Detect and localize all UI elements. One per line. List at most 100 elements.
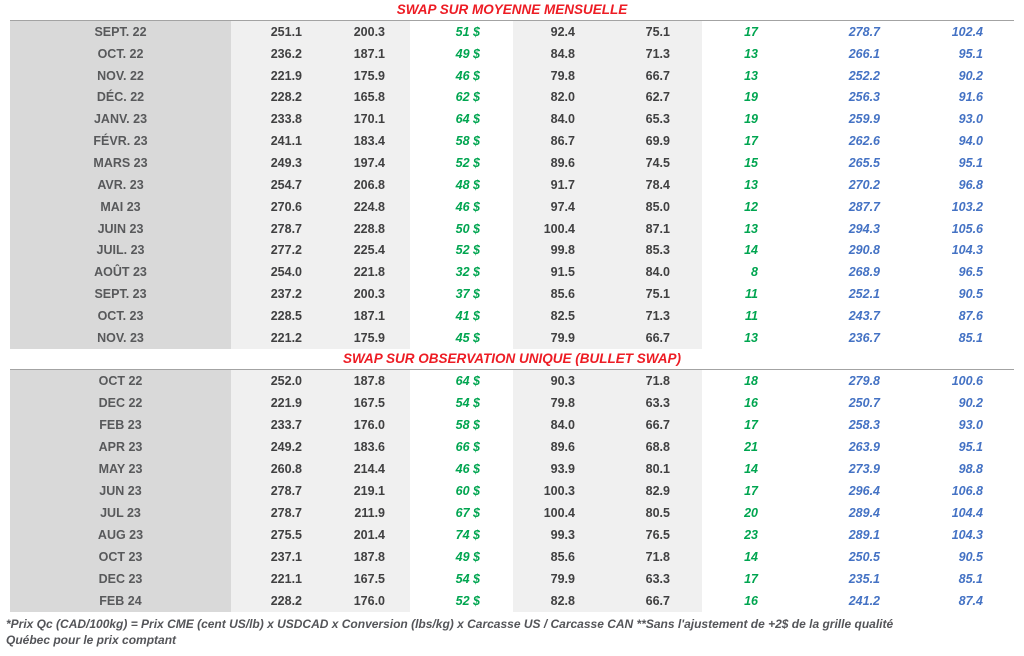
value-col-5: 84.0	[585, 261, 702, 284]
value-col-2: 214.4	[312, 457, 410, 480]
swap-count-value: 17	[744, 571, 758, 586]
price-col-7: 296.4	[848, 483, 880, 498]
swap-count-value: 20	[744, 505, 758, 520]
value-col-4: 91.5	[513, 261, 585, 284]
value-col-4: 99.3	[513, 523, 585, 546]
value-col-4: 99.8	[513, 239, 585, 262]
price-col-7: 289.4	[848, 505, 880, 520]
month-label: NOV. 22	[10, 64, 231, 87]
price-col-8: 102.4	[951, 24, 983, 39]
value-col-1: 237.1	[231, 545, 312, 568]
value-col-4: 84.0	[513, 108, 585, 131]
swap-dollar-value: 64 $	[455, 373, 480, 388]
price-col-8: 106.8	[951, 483, 983, 498]
month-label: MAI 23	[10, 195, 231, 218]
table-row: AOÛT 23 254.0 221.8 32 $ 91.5 84.0 8 268.9 96.5	[10, 261, 1014, 284]
value-col-4: 90.3	[513, 369, 585, 392]
swap-dollar-value: 46 $	[455, 461, 480, 476]
value-col-1: 251.1	[231, 21, 312, 43]
month-label: JUL 23	[10, 501, 231, 524]
value-col-4: 100.4	[513, 501, 585, 524]
swap-count-value: 14	[744, 243, 758, 258]
value-col-1: 275.5	[231, 523, 312, 546]
price-col-7: 262.6	[848, 134, 880, 149]
swap-dollar-value: 51 $	[455, 24, 480, 39]
swap-dollar-value: 37 $	[455, 287, 480, 302]
month-label: FEB 24	[10, 589, 231, 612]
swap-dollar-value: 62 $	[455, 90, 480, 105]
month-label: FÉVR. 23	[10, 130, 231, 153]
value-col-2: 224.8	[312, 195, 410, 218]
table-row: MAY 23 260.8 214.4 46 $ 93.9 80.1 14 273.9 98.8	[10, 457, 1014, 480]
month-label: OCT 22	[10, 369, 231, 392]
table-row: FEB 24 228.2 176.0 52 $ 82.8 66.7 16 241.2 87.4	[10, 589, 1014, 612]
value-col-4: 82.5	[513, 304, 585, 327]
value-col-1: 221.1	[231, 567, 312, 590]
price-col-7: 294.3	[848, 221, 880, 236]
value-col-1: 252.0	[231, 369, 312, 392]
price-col-7: 289.1	[848, 527, 880, 542]
value-col-5: 68.8	[585, 435, 702, 458]
swap-dollar-value: 64 $	[455, 112, 480, 127]
price-col-8: 98.8	[958, 461, 983, 476]
footnote: *Prix Qc (CAD/100kg) = Prix CME (cent US…	[6, 616, 1014, 648]
swap-dollar-value: 58 $	[455, 417, 480, 432]
value-col-2: 183.6	[312, 435, 410, 458]
value-col-5: 80.1	[585, 457, 702, 480]
price-col-8: 85.1	[958, 571, 983, 586]
value-col-4: 79.8	[513, 64, 585, 87]
swap-count-value: 8	[751, 265, 758, 280]
price-col-7: 252.1	[848, 287, 880, 302]
price-col-8: 96.5	[958, 265, 983, 280]
price-col-7: 250.7	[848, 395, 880, 410]
swap-count-value: 17	[744, 417, 758, 432]
month-label: AVR. 23	[10, 173, 231, 196]
price-col-7: 268.9	[848, 265, 880, 280]
swap-count-value: 13	[744, 330, 758, 345]
value-col-2: 176.0	[312, 589, 410, 612]
month-label: JANV. 23	[10, 108, 231, 131]
value-col-4: 85.6	[513, 283, 585, 305]
value-col-5: 75.1	[585, 283, 702, 305]
price-col-8: 94.0	[958, 134, 983, 149]
swap-dollar-value: 67 $	[455, 505, 480, 520]
swap-count-value: 13	[744, 177, 758, 192]
price-col-7: 266.1	[848, 46, 880, 61]
price-col-7: 278.7	[848, 24, 880, 39]
price-col-7: 235.1	[848, 571, 880, 586]
swap-count-value: 17	[744, 483, 758, 498]
month-label: OCT. 23	[10, 304, 231, 327]
swap-count-value: 17	[744, 134, 758, 149]
bullet-swap-title: SWAP SUR OBSERVATION UNIQUE (BULLET SWAP…	[10, 349, 1014, 370]
table-row: NOV. 22 221.9 175.9 46 $ 79.8 66.7 13 252.2 90.2	[10, 64, 1014, 87]
swap-dollar-value: 52 $	[455, 155, 480, 170]
table-row: JUIN 23 278.7 228.8 50 $ 100.4 87.1 13 294.3 105…	[10, 217, 1014, 240]
value-col-2: 183.4	[312, 130, 410, 153]
swap-count-value: 13	[744, 68, 758, 83]
table-row: DEC 23 221.1 167.5 54 $ 79.9 63.3 17 235.1 85.1	[10, 567, 1014, 590]
value-col-1: 228.2	[231, 589, 312, 612]
value-col-4: 82.8	[513, 589, 585, 612]
value-col-2: 167.5	[312, 391, 410, 414]
table-row: JUIL. 23 277.2 225.4 52 $ 99.8 85.3 14 290.8 104…	[10, 239, 1014, 262]
value-col-2: 200.3	[312, 21, 410, 43]
month-label: NOV. 23	[10, 326, 231, 349]
month-label: DÉC. 22	[10, 86, 231, 109]
price-col-7: 279.8	[848, 373, 880, 388]
price-col-7: 270.2	[848, 177, 880, 192]
swap-count-value: 14	[744, 549, 758, 564]
value-col-2: 187.1	[312, 42, 410, 65]
value-col-5: 74.5	[585, 152, 702, 174]
swap-dollar-value: 32 $	[455, 265, 480, 280]
value-col-5: 82.9	[585, 479, 702, 502]
swap-count-value: 18	[744, 373, 758, 388]
value-col-5: 87.1	[585, 217, 702, 240]
swap-count-value: 16	[744, 593, 758, 608]
price-col-8: 104.3	[951, 243, 983, 258]
value-col-5: 63.3	[585, 567, 702, 590]
value-col-1: 260.8	[231, 457, 312, 480]
value-col-1: 236.2	[231, 42, 312, 65]
value-col-5: 85.3	[585, 239, 702, 262]
value-col-2: 211.9	[312, 501, 410, 524]
